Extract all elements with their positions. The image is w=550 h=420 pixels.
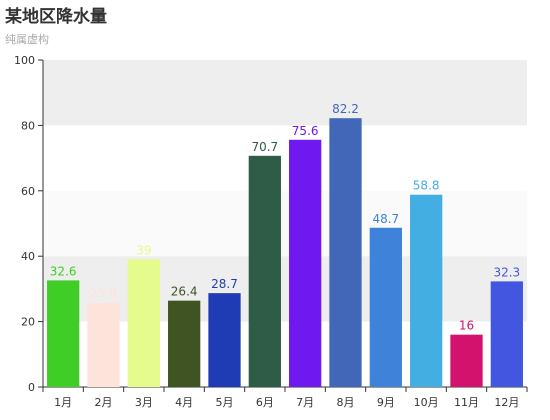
- chart-subtitle: 纯属虚构: [5, 33, 49, 46]
- bar-value-label: 75.6: [292, 124, 319, 138]
- x-tick-label: 2月: [95, 396, 113, 409]
- bar: [369, 227, 402, 387]
- y-tick-label: 0: [28, 381, 35, 394]
- bar-value-label: 26.4: [171, 285, 198, 299]
- y-tick-label: 60: [21, 185, 35, 198]
- y-tick-label: 100: [14, 54, 35, 67]
- x-tick-label: 12月: [494, 396, 519, 409]
- bar: [410, 194, 443, 387]
- bar: [168, 300, 201, 387]
- x-tick-label: 3月: [135, 396, 153, 409]
- x-tick-label: 1月: [54, 396, 72, 409]
- x-tick-label: 5月: [216, 396, 234, 409]
- x-tick-label: 10月: [414, 396, 439, 409]
- bar-value-label: 25.8: [90, 287, 117, 301]
- grid-band: [43, 190, 527, 257]
- bar-value-label: 48.7: [372, 212, 399, 226]
- bar: [289, 139, 322, 387]
- bar-value-label: 16: [459, 319, 474, 333]
- x-tick-label: 4月: [175, 396, 193, 409]
- bar: [450, 334, 483, 387]
- x-tick-label: 7月: [296, 396, 314, 409]
- grid-band: [43, 256, 527, 322]
- bar-value-label: 39: [136, 243, 151, 257]
- grid-band: [43, 321, 527, 387]
- bar-value-label: 70.7: [251, 140, 278, 154]
- bar: [490, 281, 523, 387]
- x-tick-label: 6月: [256, 396, 274, 409]
- bar-value-label: 32.3: [493, 265, 520, 279]
- bar: [208, 293, 241, 387]
- bar-value-label: 58.8: [413, 179, 440, 193]
- y-tick-label: 80: [21, 119, 35, 132]
- grid-band: [43, 60, 527, 126]
- bar-value-label: 82.2: [332, 102, 359, 116]
- x-tick-label: 8月: [337, 396, 355, 409]
- bar: [127, 259, 160, 387]
- x-tick-label: 9月: [377, 396, 395, 409]
- bar: [329, 118, 362, 388]
- bar: [87, 302, 120, 387]
- bar: [47, 280, 80, 387]
- x-tick-label: 11月: [454, 396, 479, 409]
- y-tick-label: 20: [21, 316, 35, 329]
- y-tick-label: 40: [21, 250, 35, 263]
- bar-value-label: 32.6: [50, 264, 77, 278]
- grid-band: [43, 125, 527, 191]
- chart-title: 某地区降水量: [5, 7, 107, 27]
- bar-value-label: 28.7: [211, 277, 238, 291]
- bar: [248, 155, 281, 387]
